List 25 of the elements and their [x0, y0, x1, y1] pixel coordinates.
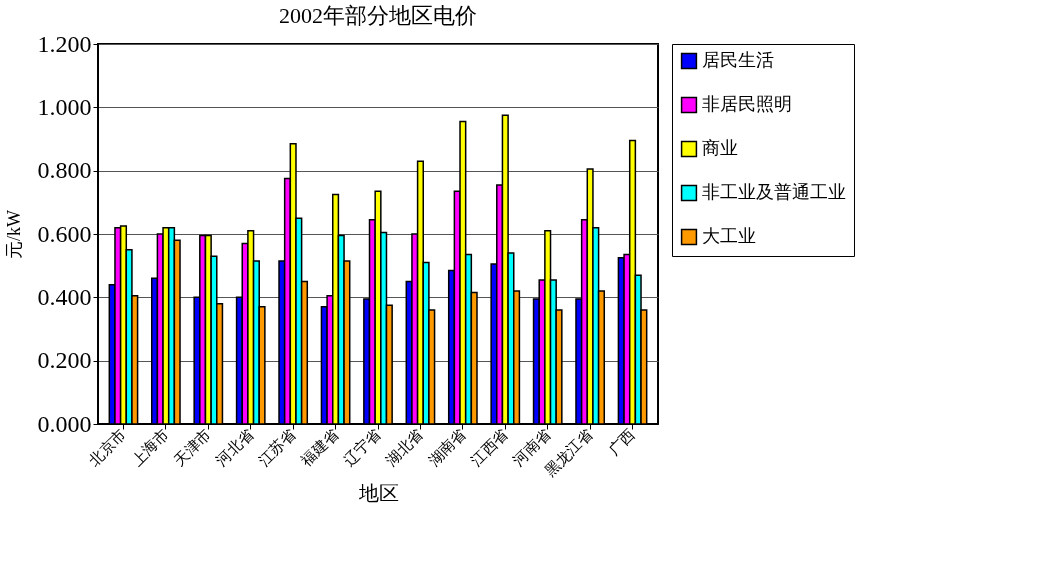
y-tick-label: 1.200 — [37, 30, 92, 57]
y-tick-label: 0.200 — [37, 347, 92, 374]
x-axis-title: 地区 — [357, 481, 399, 504]
x-tick-label: 河北省 — [213, 425, 257, 469]
x-tick-label: 辽宁省 — [340, 425, 384, 469]
y-axis-title: 元/kW — [3, 210, 24, 259]
chart-title: 2002年部分地区电价 — [279, 3, 477, 28]
x-tick-label: 上海市 — [128, 425, 172, 469]
x-tick-label: 湖北省 — [382, 425, 427, 469]
x-tick-label: 江西省 — [467, 425, 511, 469]
y-tick-label: 1.000 — [37, 93, 92, 120]
legend-label: 非居民照明 — [702, 94, 792, 114]
y-tick-label: 0.400 — [37, 283, 92, 310]
y-tick-label: 0.800 — [37, 157, 92, 184]
x-tick-label: 广西 — [605, 425, 639, 459]
y-tick-label: 0.000 — [37, 410, 92, 437]
legend-label: 商业 — [702, 138, 738, 158]
x-tick-label: 天津市 — [170, 425, 214, 469]
legend-label: 非工业及普通工业 — [702, 182, 846, 202]
legend-label: 居民生活 — [702, 50, 774, 70]
x-tick-label: 湖南省 — [425, 425, 469, 469]
legend-label: 大工业 — [702, 226, 756, 246]
x-tick-label: 江苏省 — [255, 425, 299, 469]
x-tick-label: 福建省 — [298, 425, 342, 469]
y-tick-label: 0.600 — [37, 220, 92, 247]
